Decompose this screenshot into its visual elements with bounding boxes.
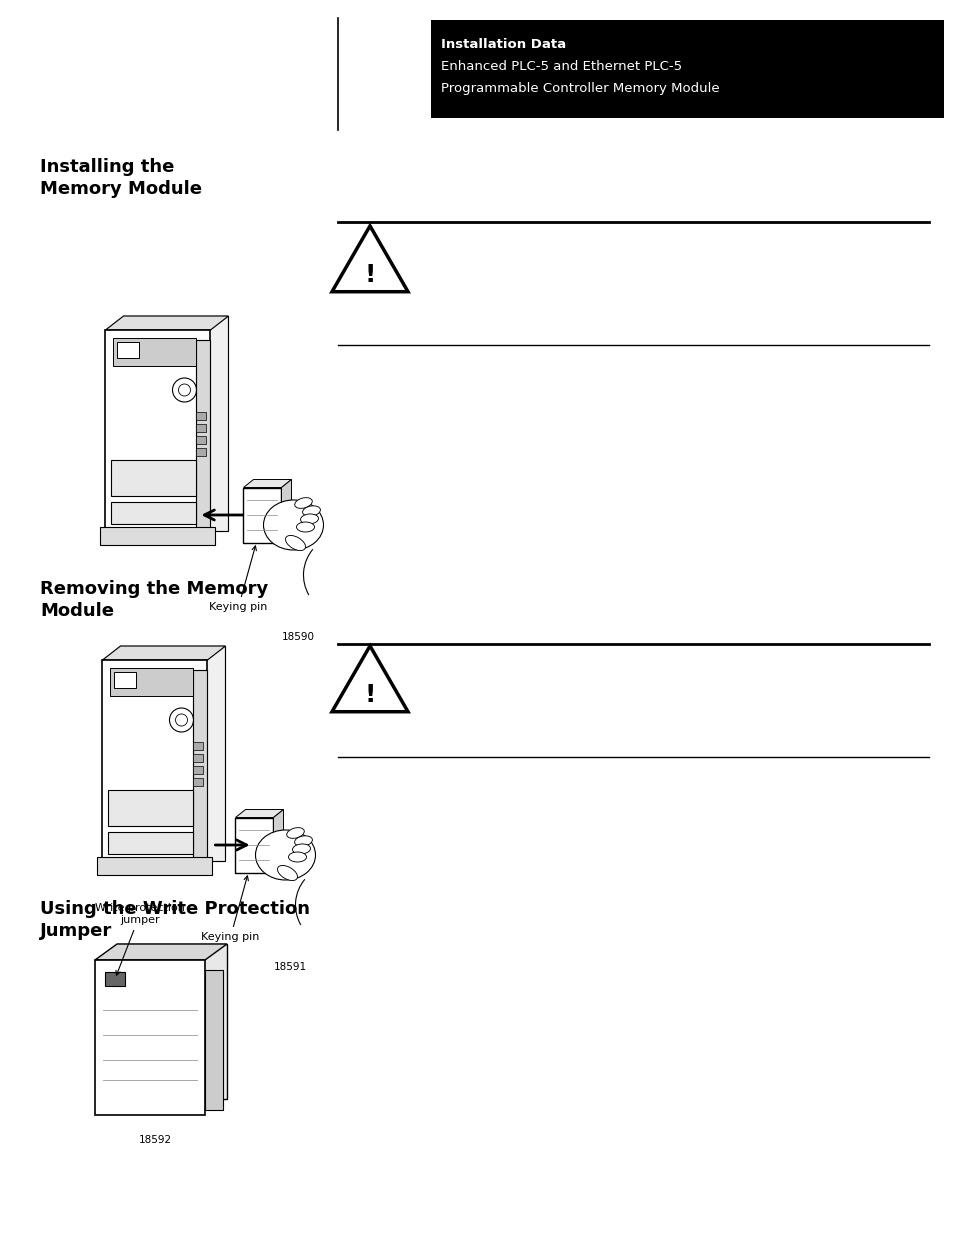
Bar (235, 818, 274, 872)
Bar (193, 766, 203, 774)
Bar (109, 790, 193, 826)
Ellipse shape (285, 536, 305, 551)
Text: 18591: 18591 (274, 962, 307, 972)
Polygon shape (274, 809, 283, 872)
Bar (113, 338, 196, 366)
Bar (106, 330, 211, 545)
Text: 18590: 18590 (282, 632, 314, 642)
Ellipse shape (302, 506, 320, 516)
Polygon shape (235, 809, 283, 818)
Polygon shape (106, 316, 229, 330)
Ellipse shape (300, 514, 318, 524)
Bar (112, 459, 196, 496)
Polygon shape (243, 479, 292, 488)
Bar (95, 960, 205, 1115)
Polygon shape (120, 646, 225, 861)
Text: !: ! (364, 683, 375, 706)
Bar (193, 671, 208, 864)
Polygon shape (95, 944, 227, 960)
Bar (193, 755, 203, 762)
Ellipse shape (296, 522, 314, 532)
Text: Programmable Controller Memory Module: Programmable Controller Memory Module (440, 82, 720, 95)
Polygon shape (102, 646, 225, 659)
Polygon shape (281, 479, 292, 542)
Text: Keying pin: Keying pin (201, 876, 259, 942)
Text: Removing the Memory: Removing the Memory (40, 580, 268, 598)
Text: Module: Module (40, 601, 113, 620)
Text: Jumper: Jumper (40, 923, 112, 940)
Text: Write protection
jumper: Write protection jumper (95, 903, 185, 976)
Text: Keying pin: Keying pin (209, 546, 268, 613)
Text: Installing the: Installing the (40, 158, 174, 177)
Bar (102, 659, 208, 876)
Text: !: ! (364, 263, 375, 287)
Bar (243, 488, 281, 542)
Bar (196, 424, 206, 432)
Bar (112, 501, 196, 524)
Bar (196, 436, 206, 445)
Ellipse shape (263, 500, 323, 550)
Ellipse shape (277, 866, 297, 881)
Bar (196, 340, 211, 535)
Bar (114, 672, 136, 688)
Ellipse shape (287, 827, 304, 839)
Ellipse shape (293, 844, 310, 855)
Bar (431, 20, 943, 119)
Polygon shape (332, 646, 408, 711)
Text: Using the Write Protection: Using the Write Protection (40, 900, 310, 918)
Bar (105, 972, 125, 986)
Text: 18592: 18592 (138, 1135, 172, 1145)
Polygon shape (123, 316, 229, 531)
Bar (109, 832, 193, 853)
Ellipse shape (294, 836, 312, 846)
Bar (193, 778, 203, 785)
Polygon shape (332, 226, 408, 291)
Bar (196, 448, 206, 456)
Ellipse shape (288, 852, 306, 862)
Bar (193, 742, 203, 750)
Bar (196, 412, 206, 420)
Text: Enhanced PLC-5 and Ethernet PLC-5: Enhanced PLC-5 and Ethernet PLC-5 (440, 61, 681, 73)
Ellipse shape (255, 830, 315, 881)
Bar (111, 668, 193, 697)
Bar (117, 342, 139, 358)
Text: Memory Module: Memory Module (40, 180, 202, 198)
Ellipse shape (294, 498, 312, 509)
Bar (100, 527, 215, 545)
Bar (205, 969, 223, 1110)
Text: Installation Data: Installation Data (440, 38, 566, 51)
Bar (97, 857, 213, 876)
Polygon shape (117, 944, 227, 1099)
